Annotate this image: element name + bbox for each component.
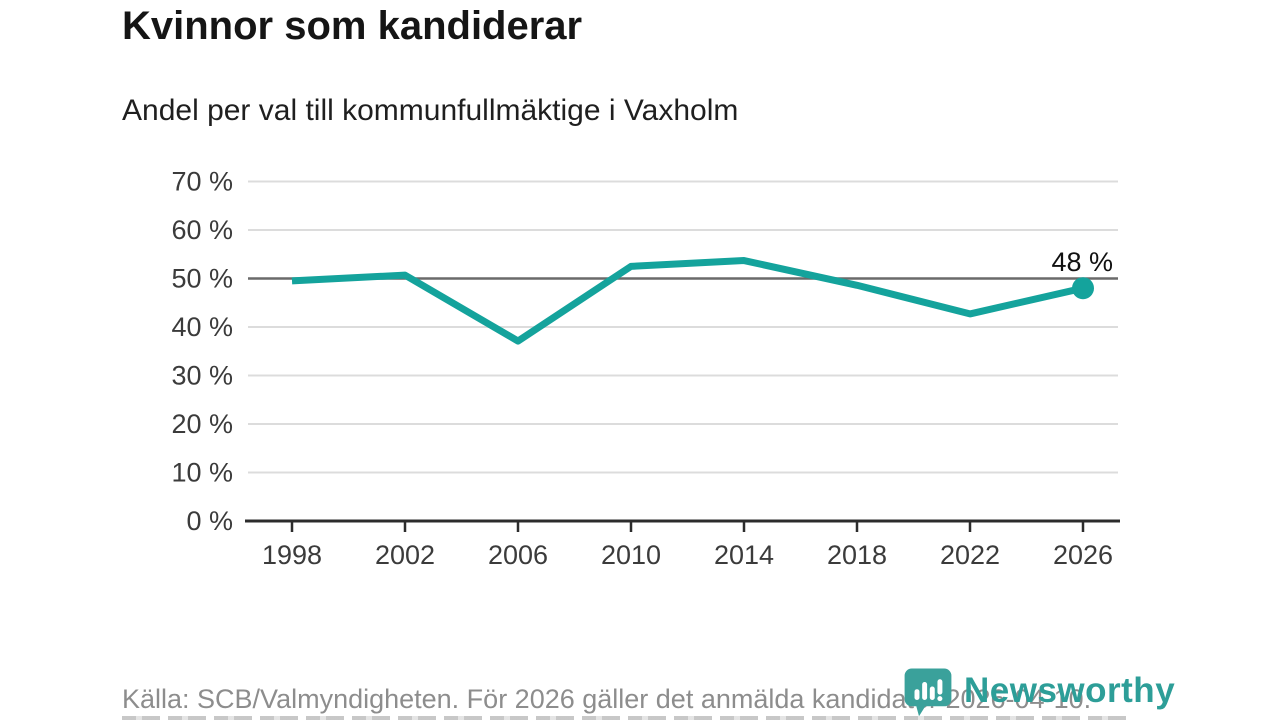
x-tick-label: 2018 [827, 540, 887, 570]
logo-pin-shape [904, 668, 952, 717]
logo-bar-4 [937, 679, 943, 695]
x-tick-label: 2022 [940, 540, 1000, 570]
x-tick-label: 1998 [262, 540, 322, 570]
y-tick-label: 20 % [171, 409, 233, 439]
x-tick-label: 2002 [375, 540, 435, 570]
x-tick-label: 2026 [1053, 540, 1113, 570]
x-tick-label: 2014 [714, 540, 774, 570]
logo-dot [937, 696, 943, 702]
cropped-second-footer-line [122, 716, 1132, 720]
data-line [291, 257, 1084, 345]
y-tick-label: 70 % [171, 167, 233, 197]
end-value-label: 48 % [1051, 247, 1113, 277]
logo-bar-3 [929, 686, 935, 700]
newsworthy-wordmark: Newsworthy [964, 671, 1176, 710]
y-tick-label: 60 % [171, 215, 233, 245]
newsworthy-logo: Newsworthy [901, 664, 1175, 718]
y-tick-label: 40 % [171, 312, 233, 342]
end-point-dot [1072, 277, 1094, 300]
chart-subtitle: Andel per val till kommunfullmäktige i V… [122, 94, 739, 127]
chart-title: Kvinnor som kandiderar [122, 4, 583, 48]
y-tick-label: 0 % [186, 506, 233, 536]
logo-bar-2 [922, 682, 928, 700]
y-tick-label: 50 % [171, 264, 233, 294]
x-tick-label: 2006 [488, 540, 548, 570]
x-tick-label: 2010 [601, 540, 661, 570]
y-tick-label: 10 % [171, 458, 233, 488]
newsworthy-logo-icon [904, 668, 952, 717]
y-tick-label: 30 % [171, 361, 233, 391]
logo-bar-1 [914, 689, 920, 700]
